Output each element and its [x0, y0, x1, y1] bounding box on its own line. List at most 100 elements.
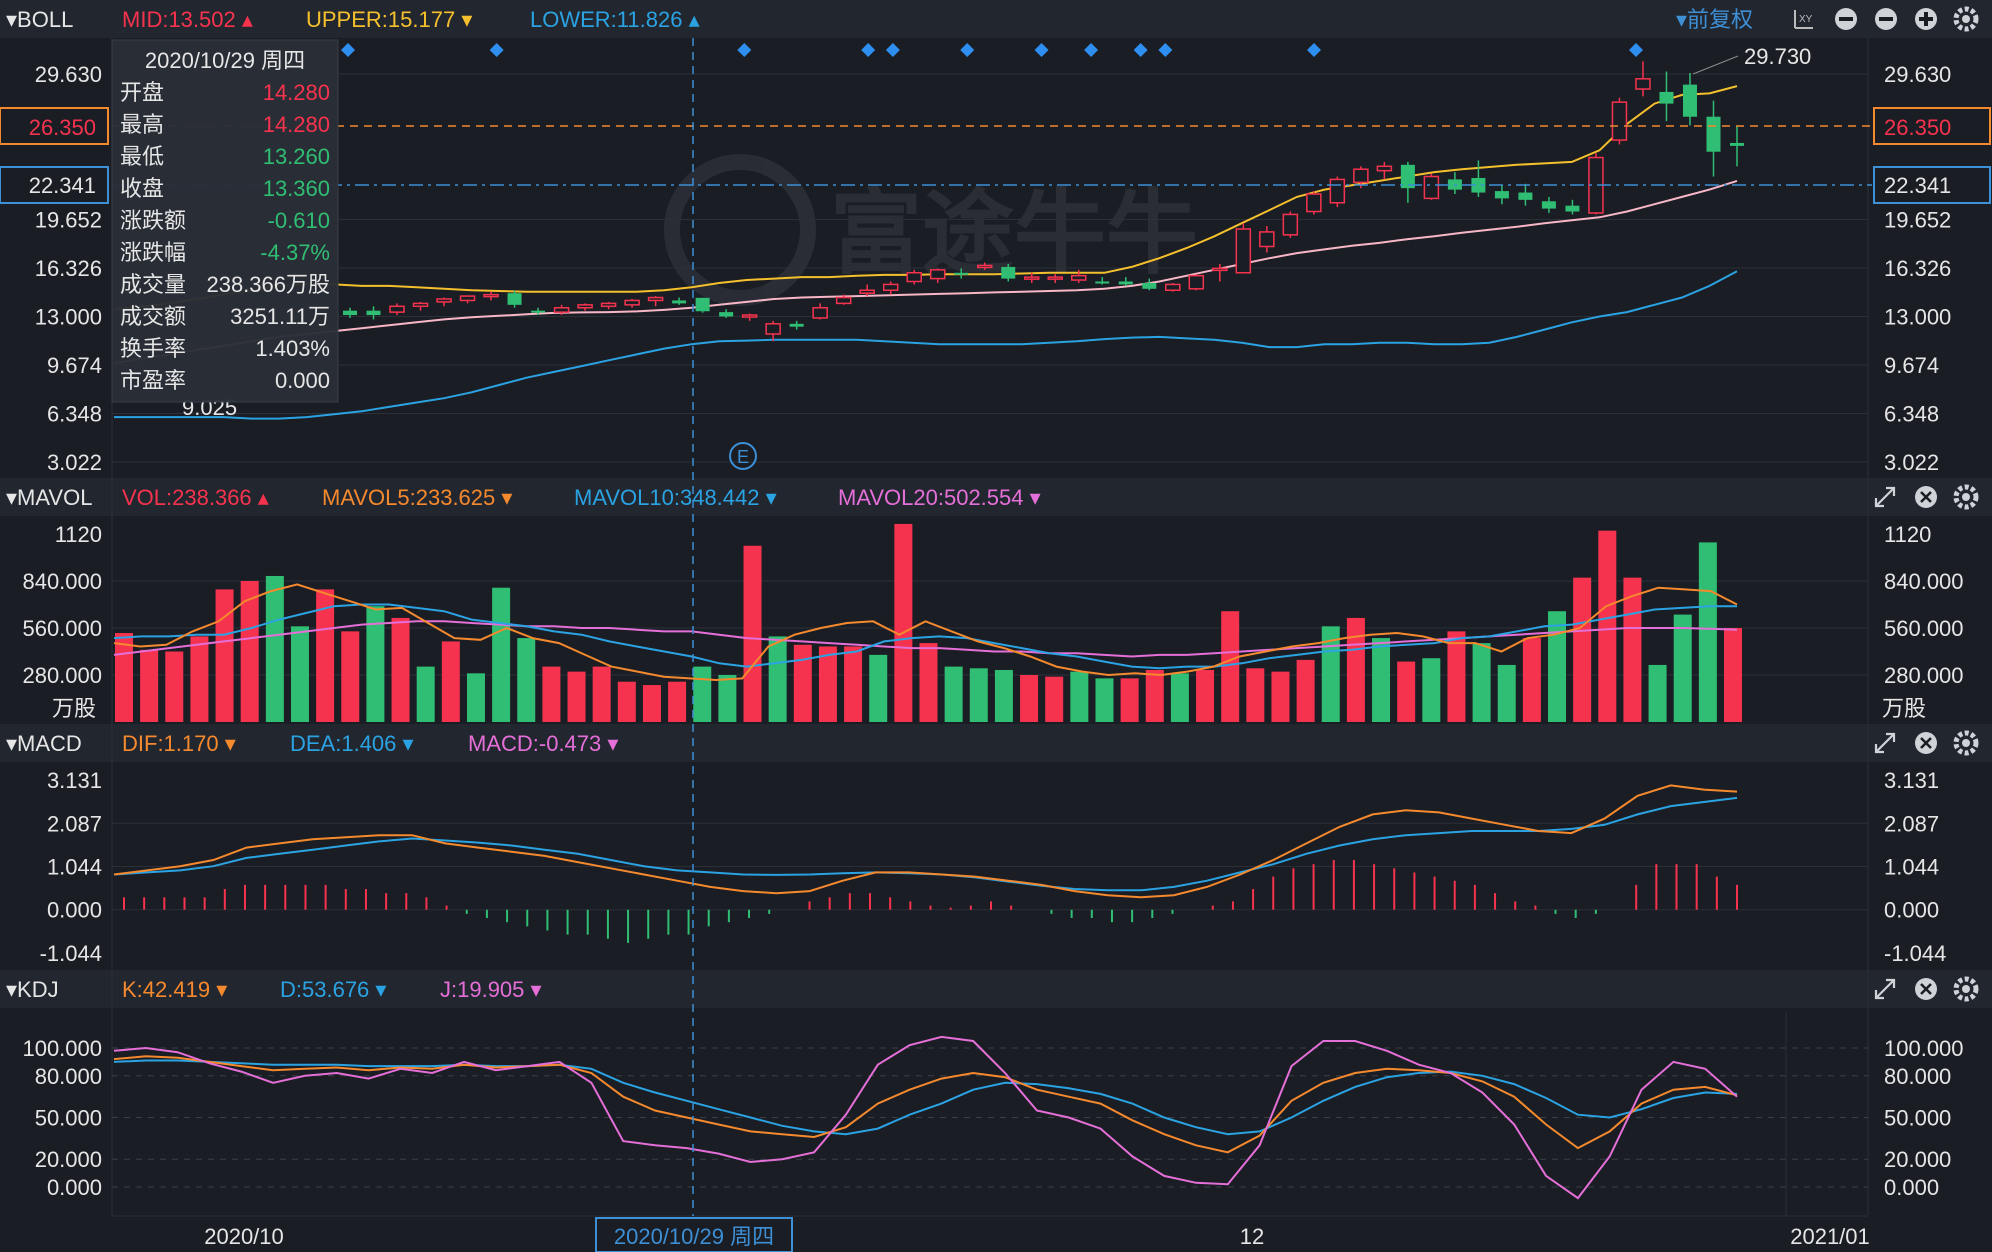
candle-body [531, 310, 546, 313]
volume-bar [140, 649, 159, 722]
candle [695, 297, 710, 313]
gear-icon[interactable] [1953, 6, 1979, 32]
expand-icon-shape [1874, 486, 1896, 508]
volume-unit-right: 万股 [1882, 696, 1926, 721]
candle-body [600, 302, 617, 308]
boll-grid [112, 73, 1868, 463]
volume-bar [1170, 673, 1189, 722]
candle [1188, 274, 1205, 291]
remove-icon[interactable] [1875, 8, 1897, 30]
gear-icon[interactable] [1953, 484, 1979, 510]
close-icon[interactable] [1915, 978, 1937, 1000]
candle-body [1635, 78, 1651, 90]
expand-icon[interactable] [1874, 978, 1896, 1000]
last-price-tags: 26.350 26.350 22.341 22.341 [0, 107, 1991, 204]
d-label: D:53.676 ▾ [280, 977, 386, 1002]
axis-scale-icon[interactable]: XY [1794, 10, 1813, 29]
candle-body [624, 299, 640, 306]
candle [1047, 274, 1064, 283]
mavol10-line [113, 603, 1737, 670]
candle-body [1494, 191, 1509, 199]
volume-bar [1346, 617, 1365, 722]
event-marker[interactable]: E [729, 442, 757, 470]
candle-body [1023, 276, 1040, 280]
candle [531, 307, 546, 316]
adjust-dropdown[interactable]: ▾前复权 [1676, 7, 1753, 32]
candle [1142, 278, 1157, 291]
signal-markers [341, 43, 1643, 57]
boll-panel-name[interactable]: ▾BOLL [6, 7, 73, 32]
dif-line [113, 784, 1738, 899]
boll-mid-line [113, 179, 1738, 365]
candle [1730, 125, 1744, 167]
candle [1259, 226, 1275, 253]
volume-bar [768, 636, 787, 722]
gear-icon-hub [1962, 739, 1970, 747]
candle [1376, 161, 1393, 180]
volume-bar [1573, 577, 1592, 722]
x-axis: 2020/10 12 2021/01 [112, 1012, 1870, 1249]
candle-body [695, 297, 710, 312]
macd-panel-name[interactable]: ▾MACD [6, 731, 82, 756]
minimize-icon[interactable] [1835, 8, 1857, 30]
boll-tick-left: 13.000 [35, 305, 102, 330]
boll-tick-left: 19.652 [35, 208, 102, 233]
x-label-oct: 2020/10 [204, 1224, 284, 1249]
candle-body [436, 298, 452, 303]
macd-header-bar [0, 724, 1992, 762]
kdj-lines [113, 1035, 1738, 1200]
tooltip-label: 涨跌幅 [120, 240, 186, 265]
macd-histogram [123, 860, 1738, 943]
signal-marker [885, 43, 900, 57]
candle [1095, 277, 1110, 285]
candle-body [1376, 165, 1393, 172]
mavol20-label: MAVOL20:502.554 ▾ [838, 485, 1041, 510]
kdj-panel-name[interactable]: ▾KDJ [6, 977, 59, 1002]
volume-bar [1095, 678, 1114, 722]
kdj-tick-right: 20.000 [1884, 1147, 1951, 1172]
mavol-tick-right: 280.000 [1884, 663, 1964, 688]
volume-bar [617, 681, 636, 722]
gear-icon[interactable] [1953, 730, 1979, 756]
expand-icon[interactable] [1874, 486, 1896, 508]
volume-bar [693, 666, 712, 722]
boll-lower-line [114, 270, 1738, 420]
volume-bar [165, 651, 184, 722]
candle [483, 291, 499, 301]
gear-icon-teeth [1953, 484, 1979, 510]
ref-price-right: 22.341 [1884, 173, 1951, 198]
macd-tick-right: 3.131 [1884, 768, 1939, 793]
kdj-j-line [113, 1035, 1738, 1200]
candle [507, 290, 522, 308]
signal-marker [1307, 43, 1321, 57]
macd-tick-left: 2.087 [47, 811, 102, 836]
max-price-label: 29.730 [1744, 44, 1811, 69]
volume-bar [1698, 542, 1717, 722]
close-icon[interactable] [1915, 486, 1937, 508]
candle-body [1611, 101, 1628, 141]
tooltip-value: 238.366万股 [206, 272, 330, 297]
close-icon[interactable] [1915, 732, 1937, 754]
boll-tick-right: 13.000 [1884, 305, 1951, 330]
volume-bar [919, 643, 938, 722]
candle [1611, 97, 1628, 145]
volume-bar [1648, 664, 1667, 722]
last-price-left: 26.350 [29, 115, 96, 140]
candle-body [741, 314, 758, 318]
dif-label: DIF:1.170 ▾ [122, 731, 236, 756]
mavol-panel-name[interactable]: ▾MAVOL [6, 485, 92, 510]
tooltip-label: 换手率 [120, 336, 186, 361]
macd-tick-left: 0.000 [47, 898, 102, 923]
volume-bar [265, 575, 284, 722]
candle-body [1282, 213, 1299, 236]
volume-bar [642, 685, 661, 722]
add-icon[interactable] [1915, 8, 1937, 30]
boll-tick-right: 6.348 [1884, 402, 1939, 427]
tooltip-label: 市盈率 [120, 368, 186, 393]
volume-bar [391, 617, 410, 722]
gear-icon[interactable] [1953, 976, 1979, 1002]
candle-body [954, 272, 969, 275]
expand-icon[interactable] [1874, 732, 1896, 754]
candle-body [1212, 267, 1228, 272]
